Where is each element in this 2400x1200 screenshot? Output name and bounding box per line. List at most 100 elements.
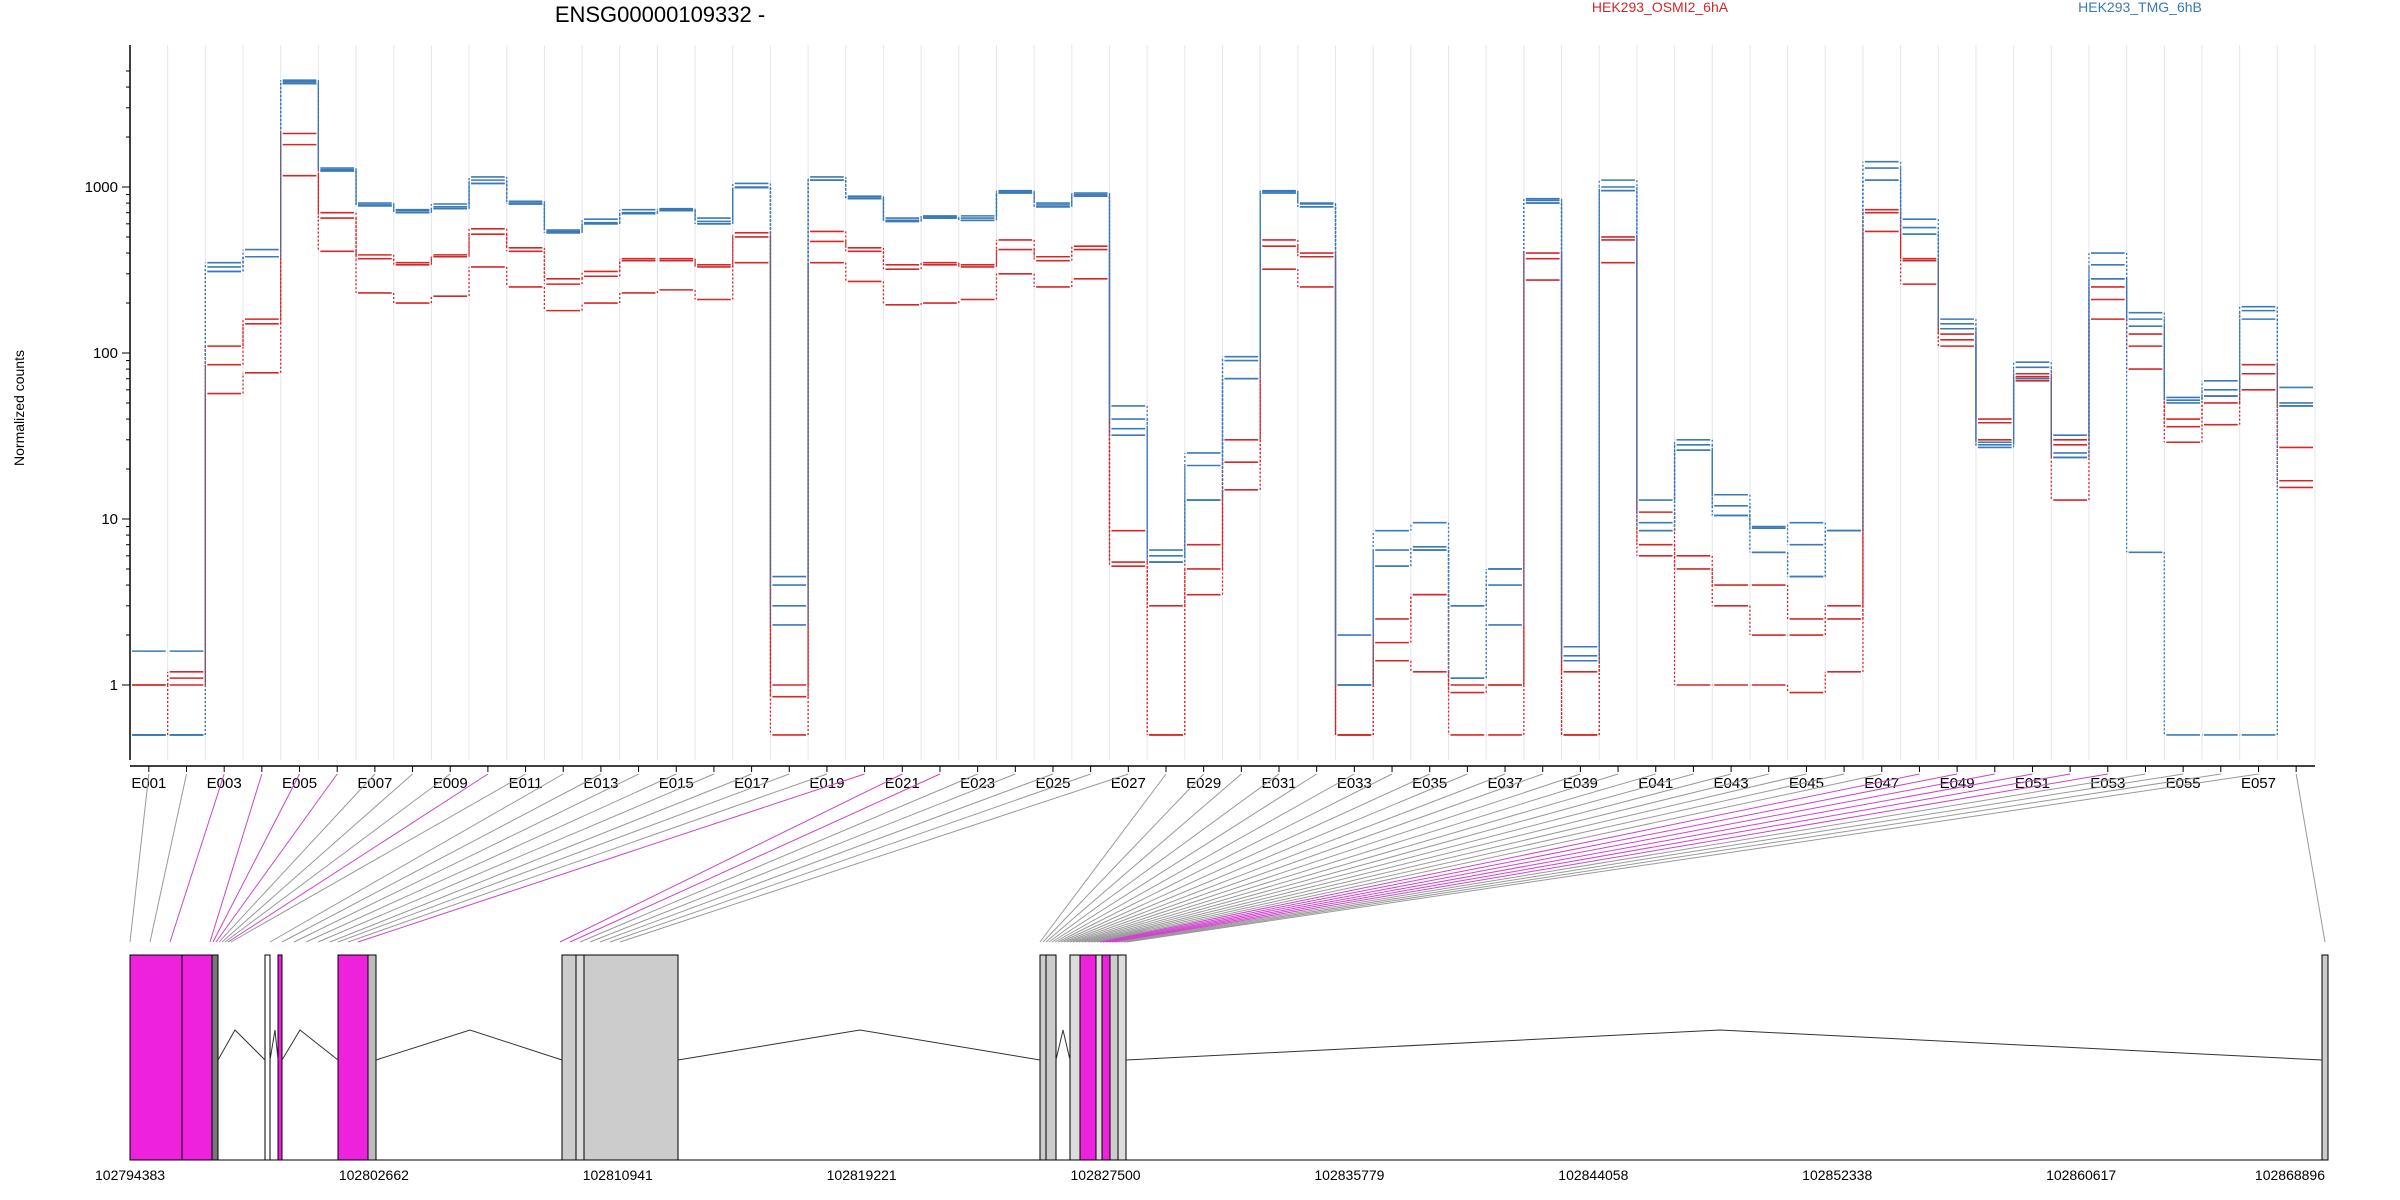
connector xyxy=(1120,773,2184,943)
exon-tick-label: E025 xyxy=(1035,775,1070,792)
exon-box xyxy=(129,954,183,1161)
connector-diff xyxy=(1099,773,1920,943)
connector xyxy=(329,773,752,943)
connector-diff xyxy=(212,773,300,943)
intron-line xyxy=(1125,1029,2323,1061)
exon-box xyxy=(181,954,213,1161)
connector xyxy=(1042,773,1205,943)
genomic-coordinate-axis: 102794383 102802662 102810941 102819221 1028… xyxy=(95,1159,2325,1183)
connector xyxy=(230,773,526,943)
connector xyxy=(1084,773,1732,943)
exon-tick-label: E047 xyxy=(1864,775,1899,792)
genomic-tick-label: 102794383 xyxy=(95,1167,165,1183)
connector xyxy=(129,773,150,943)
gene-model xyxy=(129,954,2329,1161)
connector xyxy=(347,773,828,943)
exon-tick-label: E027 xyxy=(1111,775,1146,792)
connector-diff xyxy=(209,773,263,943)
exon-tick-label: E005 xyxy=(282,775,317,792)
exon-tick-label: E029 xyxy=(1186,775,1221,792)
genomic-tick-label: 102835779 xyxy=(1314,1167,1384,1183)
genomic-tick-label: 102827500 xyxy=(1071,1167,1141,1183)
intron-line xyxy=(375,1029,563,1061)
exon-box xyxy=(211,954,219,1161)
connector xyxy=(1057,773,1393,943)
exon-tick-label: E057 xyxy=(2241,775,2276,792)
connector-diff xyxy=(1105,773,1995,943)
connector-diff xyxy=(1108,773,2033,943)
y-tick-label: 100 xyxy=(93,345,118,362)
connector xyxy=(337,773,790,943)
connector xyxy=(281,773,602,943)
connector xyxy=(1075,773,1619,943)
exon-tick-label: E055 xyxy=(2166,775,2201,792)
y-axis: 1 10 100 1000 xyxy=(85,45,131,760)
exon-tick-label: E041 xyxy=(1638,775,1673,792)
series-lines xyxy=(132,79,2313,736)
connector-diff xyxy=(1111,773,2071,943)
exon-box xyxy=(1117,954,1127,1161)
connector xyxy=(317,773,715,943)
connector xyxy=(1093,773,1845,943)
legend-label-osmi2: HEK293_OSMI2_6hA xyxy=(1592,0,1729,15)
connector-diff xyxy=(1102,773,1958,943)
connector xyxy=(1063,773,1468,943)
y-tick-label: 10 xyxy=(101,511,118,528)
exon-tick-label: E035 xyxy=(1412,775,1447,792)
exon-tick-label: E013 xyxy=(583,775,618,792)
connector xyxy=(1126,773,2259,943)
connector-diff xyxy=(559,773,903,943)
exon-box xyxy=(583,954,679,1161)
connector xyxy=(305,773,677,943)
connector-diff xyxy=(215,773,338,943)
connector xyxy=(1087,773,1769,943)
exon-tick-label: E023 xyxy=(960,775,995,792)
genomic-tick-label: 102802662 xyxy=(339,1167,409,1183)
exon-tick-label: E009 xyxy=(433,775,468,792)
exon-box xyxy=(264,954,271,1161)
exon-tick-label: E007 xyxy=(357,775,392,792)
connector xyxy=(1081,773,1694,943)
connector xyxy=(2295,773,2326,943)
legend-label-tmg: HEK293_TMG_6hB xyxy=(2078,0,2202,15)
exon-box xyxy=(1039,954,1047,1161)
series-7 xyxy=(132,82,2313,736)
y-axis-label: Normalized counts xyxy=(11,350,27,466)
connector xyxy=(1051,773,1317,943)
connector xyxy=(619,773,1129,943)
connector xyxy=(1072,773,1581,943)
connector xyxy=(1045,773,1242,943)
connector xyxy=(293,773,639,943)
connector xyxy=(1096,773,1882,943)
connector xyxy=(224,773,451,943)
connector xyxy=(1123,773,2221,943)
intron-line xyxy=(1055,1029,1071,1061)
exon-box xyxy=(1095,954,1103,1161)
exon-box xyxy=(1079,954,1097,1161)
connector-diff xyxy=(569,773,941,943)
connector xyxy=(1054,773,1355,943)
exon-axis: E001 E003 E005 E007 E009 E011 E013 E015 E017 E019… xyxy=(130,765,2315,792)
exon-tick-label: E015 xyxy=(659,775,694,792)
connector xyxy=(1090,773,1807,943)
connector xyxy=(149,773,187,943)
exon-box xyxy=(1045,954,1057,1161)
connector-diff xyxy=(1114,773,2108,943)
genomic-tick-label: 102868896 xyxy=(2255,1167,2325,1183)
connector xyxy=(1060,773,1430,943)
connector xyxy=(221,773,413,943)
exon-box xyxy=(575,954,585,1161)
exon-box xyxy=(1109,954,1119,1161)
exon-tick-label: E003 xyxy=(207,775,242,792)
genomic-tick-label: 102819221 xyxy=(827,1167,897,1183)
exon-tick-label: E045 xyxy=(1789,775,1824,792)
connector xyxy=(599,773,1054,943)
connector xyxy=(269,773,564,943)
exon-tick-label: E031 xyxy=(1261,775,1296,792)
intron-line xyxy=(217,1029,266,1061)
exon-tick-label: E037 xyxy=(1488,775,1523,792)
intron-line xyxy=(677,1029,1041,1061)
chart-title: ENSG00000109332 - xyxy=(555,2,765,27)
exon-tick-label: E011 xyxy=(509,775,543,792)
